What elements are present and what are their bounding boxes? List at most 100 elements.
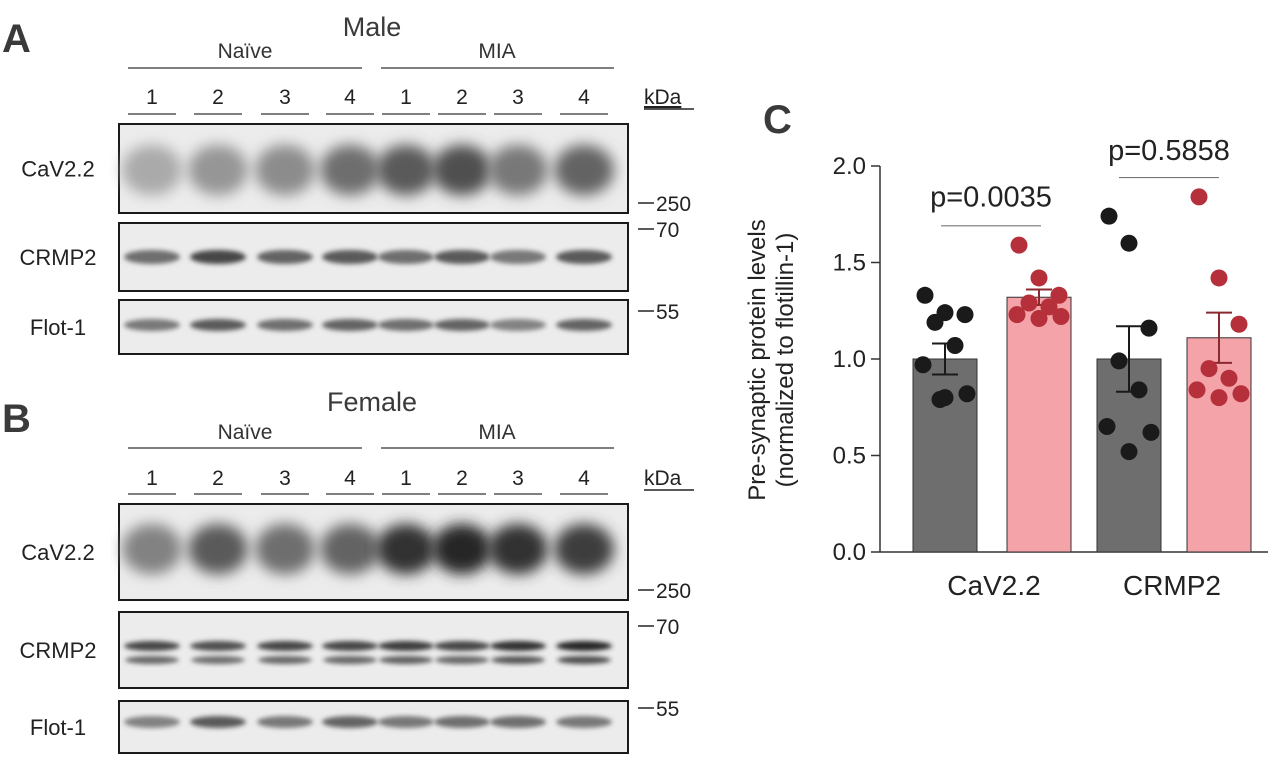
panel-a-blot-flot1: Flot-1 55 <box>30 299 679 355</box>
lane-label: 4 <box>344 86 356 109</box>
blot-band <box>376 523 436 575</box>
blot-band <box>322 716 378 728</box>
blot-band <box>122 144 182 196</box>
bar-chart: Pre-synaptic protein levels (normalized … <box>744 135 1268 601</box>
blot-band <box>255 523 315 575</box>
blot-band <box>490 250 546 264</box>
lane-label: 3 <box>512 86 524 109</box>
data-point <box>1040 298 1058 316</box>
panel-a-lane-labels: 1 2 3 4 1 2 3 4 <box>128 86 608 115</box>
blot-band <box>257 716 313 728</box>
blot-band <box>322 641 378 651</box>
y-tick-label: 2.0 <box>833 153 866 180</box>
blot-band <box>124 716 180 728</box>
panel-b-kda-label: kDa <box>644 467 682 490</box>
mw-marker-label: 250 <box>656 580 691 603</box>
lane-label: 3 <box>279 86 291 109</box>
blot-band <box>255 144 315 196</box>
blot-band <box>376 144 436 196</box>
bar <box>1006 296 1072 553</box>
blot-band <box>378 250 434 264</box>
bar <box>1186 337 1252 553</box>
p-value-label: p=0.5858 <box>1108 135 1230 167</box>
blot-band-lower <box>435 656 489 664</box>
blot-band <box>124 250 180 264</box>
blot-band-lower <box>379 656 433 664</box>
p-value-label: p=0.0035 <box>930 182 1052 214</box>
lane-label: 2 <box>212 467 224 490</box>
data-point <box>1140 319 1158 337</box>
blot-frame <box>118 611 629 689</box>
data-point <box>931 391 949 409</box>
lane-label: 2 <box>456 86 468 109</box>
data-point <box>1120 234 1138 252</box>
lane-label: 4 <box>344 467 356 490</box>
blot-frame <box>118 700 629 754</box>
data-point <box>1220 369 1238 387</box>
blot-band <box>190 250 246 264</box>
panel-a-blot-cav22: CaV2.2 250 <box>21 123 691 216</box>
blot-band <box>556 641 612 651</box>
data-point <box>1098 418 1116 436</box>
data-point <box>1230 315 1248 333</box>
data-point <box>1120 443 1138 461</box>
blot-band <box>490 641 546 651</box>
blot-band <box>488 523 548 575</box>
panel-b-blot-flot1: Flot-1 55 <box>30 698 679 754</box>
lane-label: 1 <box>146 86 158 109</box>
blot-band <box>188 523 248 575</box>
blot-band <box>488 144 548 196</box>
blot-band <box>124 641 180 651</box>
blot-band <box>490 319 546 331</box>
blot-band <box>320 523 380 575</box>
panel-a-group-mia: MIA <box>478 40 515 63</box>
mw-marker-label: 70 <box>656 616 679 639</box>
blot-label: CRMP2 <box>19 245 96 270</box>
blot-band <box>122 523 182 575</box>
lane-label: 2 <box>456 467 468 490</box>
blot-band <box>556 716 612 728</box>
blot-band <box>257 250 313 264</box>
blot-band-lower <box>258 656 312 664</box>
blot-band <box>434 250 490 264</box>
blot-band-lower <box>557 656 611 664</box>
blot-band <box>556 250 612 264</box>
blot-label: CaV2.2 <box>21 540 94 565</box>
lane-label: 1 <box>400 467 412 490</box>
blot-band <box>432 523 492 575</box>
blot-band <box>432 144 492 196</box>
y-tick-label: 0.0 <box>833 539 866 566</box>
blot-band-lower <box>125 656 179 664</box>
lane-label: 1 <box>400 86 412 109</box>
blot-band <box>556 319 612 331</box>
blot-band <box>554 523 614 575</box>
blot-band <box>434 319 490 331</box>
lane-label: 4 <box>578 86 590 109</box>
data-point <box>916 286 934 304</box>
data-point <box>914 356 932 374</box>
data-point <box>1100 207 1118 225</box>
blot-band-lower <box>323 656 377 664</box>
data-point <box>1210 269 1228 287</box>
panel-a-kda-label: kDa <box>644 86 682 109</box>
blot-band <box>190 716 246 728</box>
panel-b-blot-crmp2: CRMP2 70 <box>19 611 679 689</box>
blot-band <box>322 319 378 331</box>
blot-band <box>554 144 614 196</box>
lane-label: 2 <box>212 86 224 109</box>
data-point <box>1210 389 1228 407</box>
data-point <box>1052 308 1070 326</box>
panel-b-blot-cav22: CaV2.2 250 <box>21 503 691 603</box>
blot-band <box>434 641 490 651</box>
panel-a-blot-crmp2: CRMP2 70 <box>19 219 679 292</box>
x-category-label: CaV2.2 <box>947 570 1040 601</box>
mw-marker-label: 250 <box>656 193 691 216</box>
blot-band <box>378 319 434 331</box>
panel-b-sex-title: Female <box>327 387 417 417</box>
blot-label: CRMP2 <box>19 638 96 663</box>
lane-label: 3 <box>512 467 524 490</box>
y-tick-label: 1.5 <box>833 250 866 277</box>
blot-band <box>378 641 434 651</box>
data-point <box>926 313 944 331</box>
data-point <box>1188 381 1206 399</box>
